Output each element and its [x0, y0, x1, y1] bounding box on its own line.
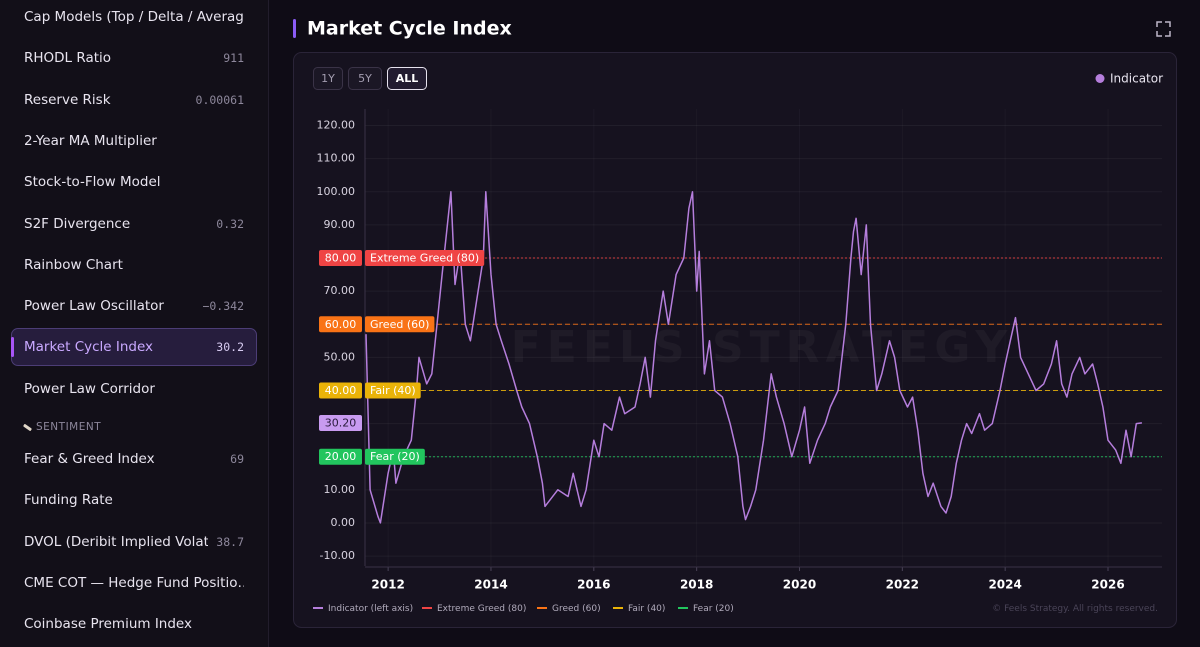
nav-label[interactable]: Cap Models (Top / Delta / Averag…	[24, 9, 244, 25]
nav-label[interactable]: Reserve Risk	[24, 91, 111, 108]
nav-label[interactable]: Coinbase Premium Index	[24, 616, 192, 633]
y-tick-label: 70.00	[324, 284, 356, 297]
nav-item[interactable]: Stock-to-Flow Model	[11, 163, 257, 201]
legend-entry: Indicator (left axis)	[328, 604, 413, 614]
x-tick-label: 2022	[886, 578, 919, 592]
watermark: FEELS STRATEGY	[511, 322, 1014, 373]
section-label: SENTIMENT	[36, 421, 102, 433]
reference-tag	[365, 382, 421, 399]
nav-value[interactable]: 0.32	[216, 216, 244, 231]
legend-entry: Greed (60)	[552, 604, 601, 614]
value-tag	[319, 250, 362, 267]
page-title: Market Cycle Index	[307, 18, 512, 40]
nav-label[interactable]: 2-Year MA Multiplier	[24, 132, 157, 149]
value-tag-label: 80.00	[325, 252, 357, 265]
nav-item[interactable]: Market Cycle Index 30.2	[11, 328, 257, 367]
reference-tag	[365, 448, 425, 465]
copyright: © Feels Strategy. All rights reserved.	[992, 604, 1158, 614]
range-button-label[interactable]: 1Y	[321, 72, 335, 85]
x-tick-label: 2020	[783, 578, 816, 592]
fullscreen-icon[interactable]	[1156, 21, 1171, 37]
nav-label[interactable]: Fear & Greed Index	[24, 451, 155, 467]
nav-value[interactable]: 69	[230, 452, 244, 466]
value-tag-label: 20.00	[325, 450, 357, 463]
section-header: SENTIMENT	[22, 421, 102, 433]
legend-label: Indicator	[1110, 72, 1163, 86]
x-tick-label: 2026	[1091, 578, 1124, 592]
nav-label[interactable]: RHODL Ratio	[24, 50, 112, 67]
range-button[interactable]	[348, 67, 382, 90]
reference-tag	[365, 316, 435, 333]
y-tick-label: 90.00	[324, 218, 356, 231]
reference-tag	[365, 250, 485, 267]
section-icon	[22, 423, 33, 431]
y-tick-label: -10.00	[320, 549, 355, 562]
x-tick-label: 2018	[680, 578, 713, 592]
nav-value[interactable]: 38.7	[216, 534, 244, 549]
reference-tag-label: Fair (40)	[370, 384, 416, 397]
nav-value[interactable]: −0.342	[202, 299, 244, 314]
indicator-line	[365, 191, 1142, 524]
current-value-tag	[319, 414, 362, 431]
title-accent	[293, 19, 296, 38]
value-tag-label: 40.00	[325, 384, 357, 397]
nav-label[interactable]: Stock-to-Flow Model	[24, 174, 161, 191]
nav-value[interactable]: 911	[223, 51, 244, 66]
current-value-label: 30.20	[325, 416, 357, 429]
nav-item[interactable]: Fear & Greed Index 69	[11, 440, 257, 478]
sidebar: Cap Models (Top / Delta / Averag… RHODL R…	[0, 0, 269, 647]
y-tick-label: 0.00	[331, 516, 356, 529]
nav-item[interactable]: Funding Rate	[11, 481, 257, 519]
value-tag-label: 60.00	[325, 318, 357, 331]
legend-entry: Fear (20)	[693, 604, 734, 614]
reference-tag-label: Greed (60)	[370, 318, 429, 331]
nav-item[interactable]: 2-Year MA Multiplier	[11, 122, 257, 160]
nav-label[interactable]: Market Cycle Index	[24, 339, 154, 356]
y-tick-label: 110.00	[317, 152, 356, 165]
x-tick-label: 2016	[577, 578, 610, 592]
value-tag	[319, 316, 362, 333]
y-tick-label: 100.00	[317, 185, 356, 198]
legend-dot	[1095, 74, 1105, 83]
legend-entry: Fair (40)	[628, 604, 665, 614]
range-button[interactable]	[313, 67, 343, 90]
nav-label[interactable]: Power Law Oscillator	[24, 298, 164, 315]
x-tick-label: 2014	[474, 578, 507, 592]
nav-label[interactable]: DVOL (Deribit Implied Volatil…	[24, 533, 208, 550]
legend-entry: Extreme Greed (80)	[437, 604, 526, 614]
nav-label[interactable]: Power Law Corridor	[24, 380, 155, 397]
reference-tag-label: Fear (20)	[370, 450, 420, 463]
nav-item[interactable]: RHODL Ratio 911	[11, 39, 257, 77]
range-button[interactable]	[387, 67, 427, 90]
nav-value[interactable]: 0.00061	[195, 92, 244, 107]
y-tick-label: 10.00	[324, 483, 356, 496]
value-tag	[319, 448, 362, 465]
nav-item[interactable]: S2F Divergence 0.32	[11, 205, 257, 243]
nav-label[interactable]: S2F Divergence	[24, 215, 131, 232]
reference-tag-label: Extreme Greed (80)	[370, 252, 479, 265]
nav-item[interactable]: Reserve Risk 0.00061	[11, 81, 257, 119]
range-button-label[interactable]: ALL	[396, 72, 419, 85]
nav-item[interactable]: Rainbow Chart	[11, 246, 257, 284]
chart-card	[293, 52, 1177, 628]
nav-item[interactable]: CME COT — Hedge Fund Positio…	[11, 564, 257, 602]
nav-item[interactable]: Coinbase Premium Index	[11, 605, 257, 643]
nav-item[interactable]: DVOL (Deribit Implied Volatil… 38.7	[11, 523, 257, 561]
value-tag	[319, 382, 362, 399]
nav-label[interactable]: CME COT — Hedge Fund Positio…	[24, 574, 244, 591]
range-button-label[interactable]: 5Y	[358, 72, 372, 85]
nav-value[interactable]: 30.2	[216, 340, 244, 355]
nav-label[interactable]: Funding Rate	[24, 492, 113, 509]
nav-item[interactable]: Cap Models (Top / Delta / Averag…	[11, 0, 257, 36]
nav-label[interactable]: Rainbow Chart	[24, 256, 123, 273]
fullscreen-glyph[interactable]	[1156, 21, 1171, 37]
nav-item[interactable]: Power Law Corridor	[11, 370, 257, 408]
x-tick-label: 2024	[988, 578, 1021, 592]
y-tick-label: 120.00	[317, 119, 356, 132]
x-tick-label: 2012	[371, 578, 404, 592]
nav-item[interactable]: Power Law Oscillator −0.342	[11, 287, 257, 325]
y-tick-label: 50.00	[324, 350, 356, 363]
